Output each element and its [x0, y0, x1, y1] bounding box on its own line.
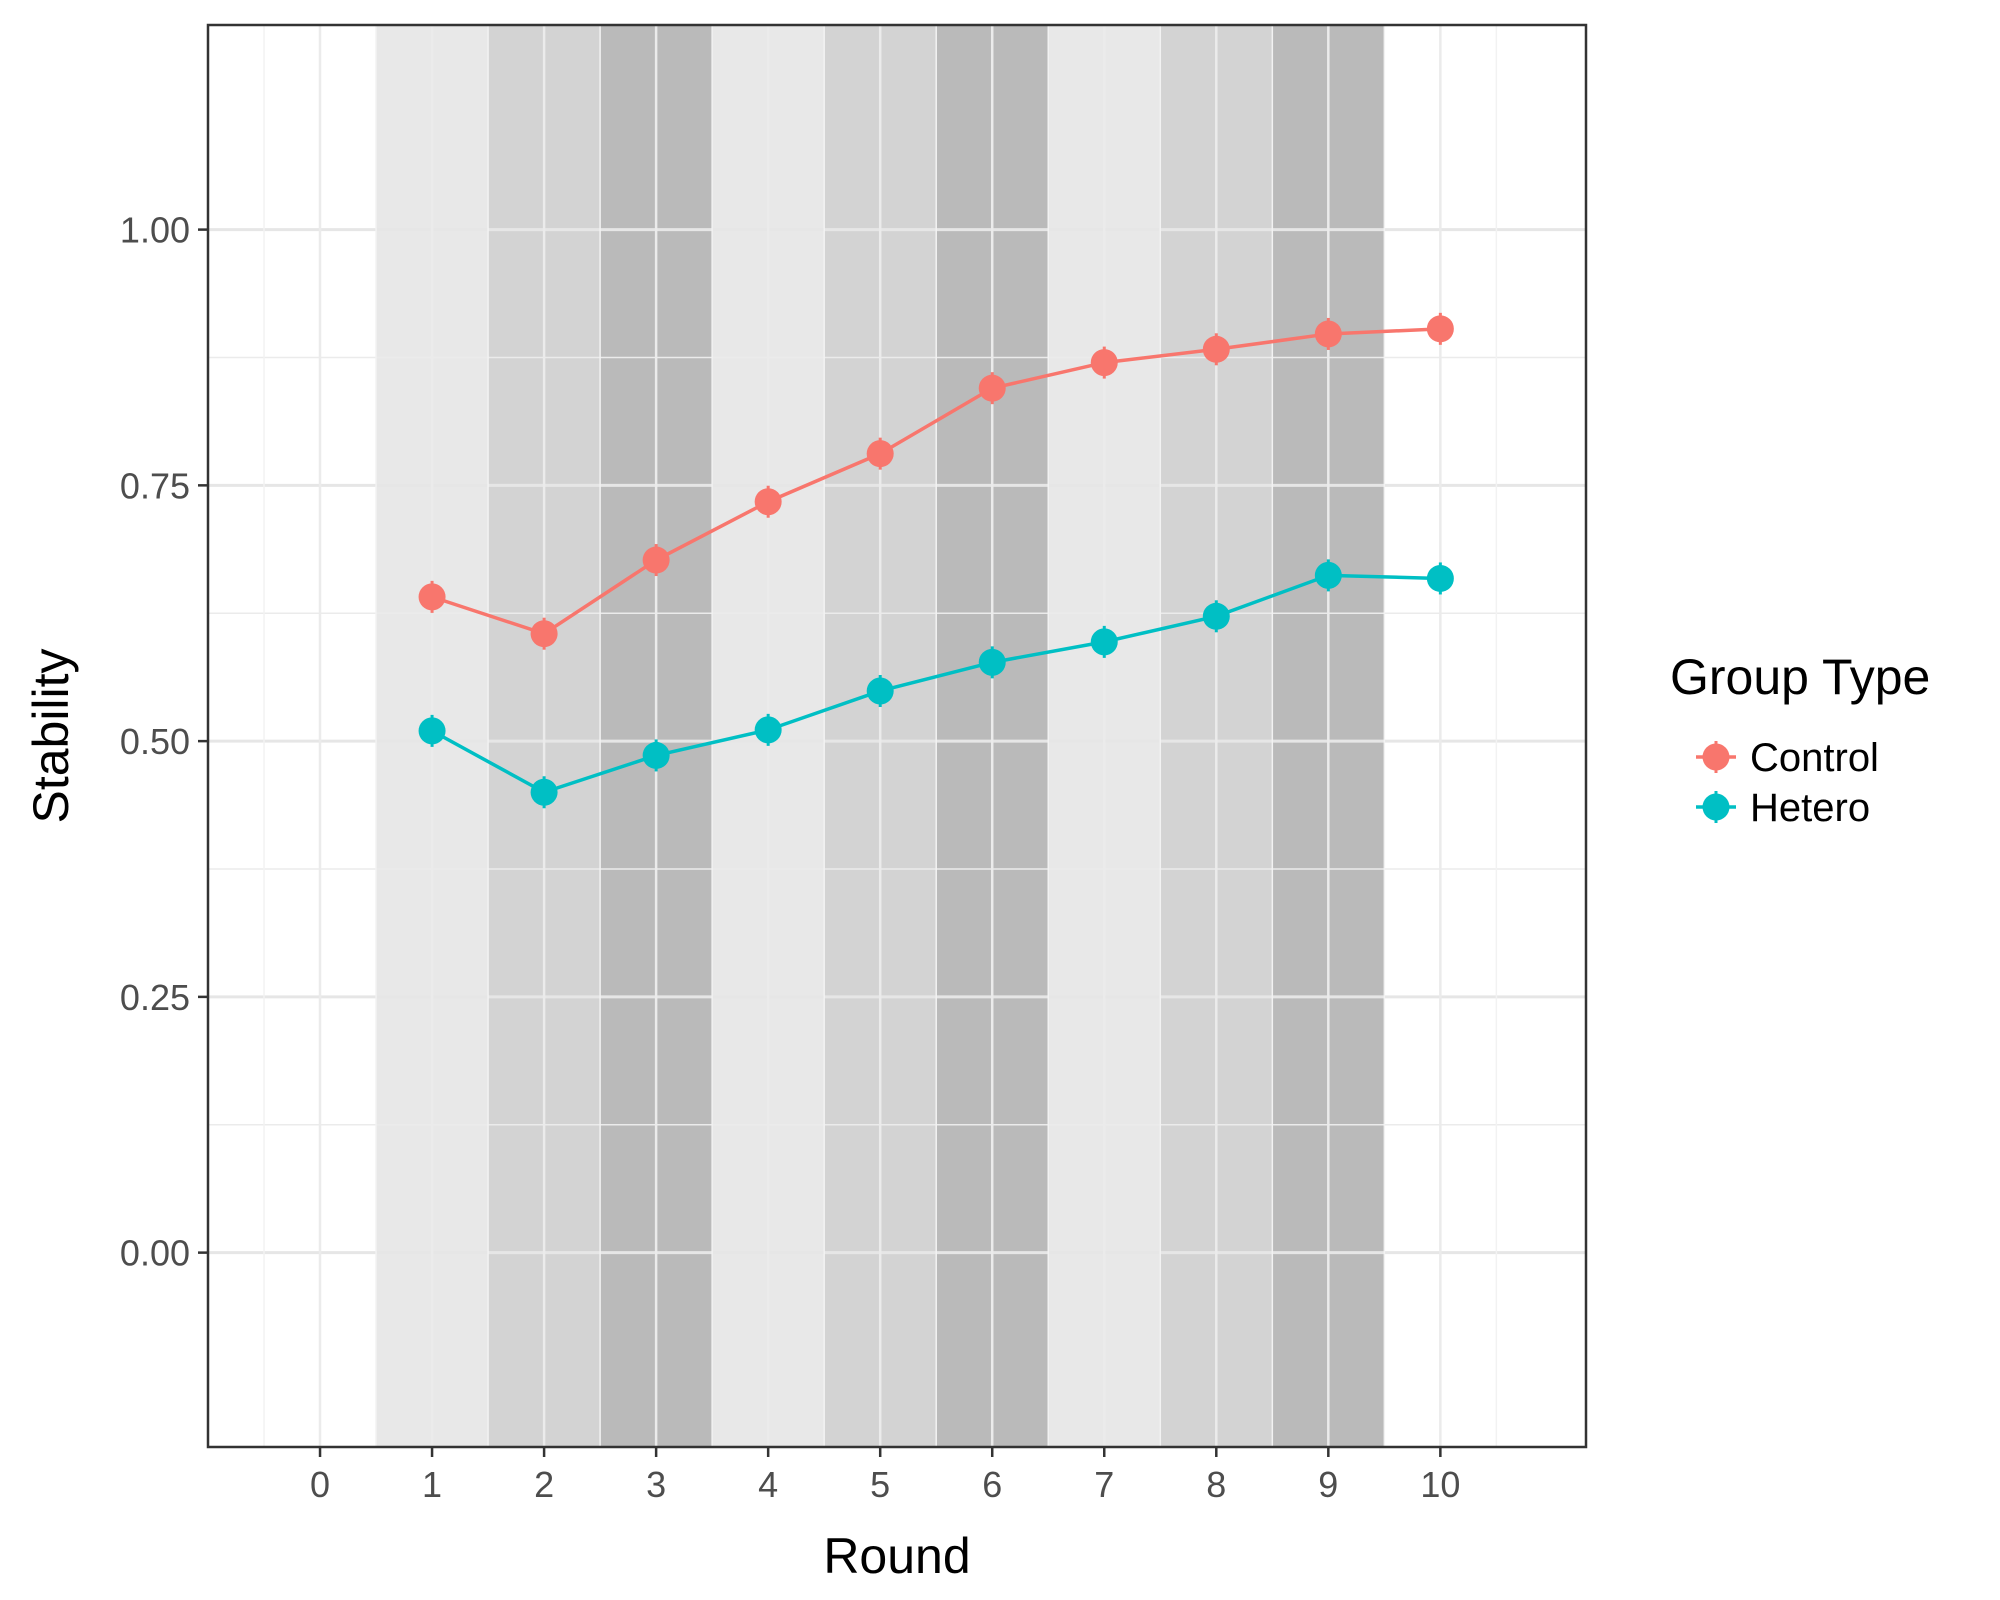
- legend-items: Control Hetero: [1696, 736, 1879, 830]
- legend-key-point: [1702, 793, 1730, 821]
- x-tick-label: 1: [422, 1464, 442, 1505]
- data-point: [866, 440, 894, 468]
- series-line: [431, 573, 1441, 795]
- data-point: [642, 546, 670, 574]
- x-tick-label: 8: [1206, 1464, 1226, 1505]
- x-tick-label: 6: [982, 1464, 1002, 1505]
- y-tick-label: 1.00: [120, 210, 190, 251]
- x-tick-label: 3: [646, 1464, 666, 1505]
- x-tick-label: 0: [310, 1464, 330, 1505]
- series-line: [431, 327, 1441, 636]
- legend-key-point: [1702, 743, 1730, 771]
- data-point: [418, 583, 446, 611]
- data-point: [978, 374, 1006, 402]
- y-tick-label: 0.75: [120, 465, 190, 506]
- x-tick-label: 5: [870, 1464, 890, 1505]
- data-point: [418, 717, 446, 745]
- x-tick-label: 4: [758, 1464, 778, 1505]
- data-point: [642, 741, 670, 769]
- series-control: [418, 312, 1454, 650]
- data-point: [1314, 561, 1342, 589]
- y-tick-label: 0.00: [120, 1233, 190, 1274]
- x-tick-label: 2: [534, 1464, 554, 1505]
- data-point: [866, 677, 894, 705]
- series-hetero: [418, 559, 1454, 809]
- data-point: [1314, 320, 1342, 348]
- data-point: [1090, 349, 1118, 377]
- x-tick-label: 9: [1318, 1464, 1338, 1505]
- legend-label: Control: [1750, 736, 1879, 780]
- y-tick-label: 0.50: [120, 721, 190, 762]
- data-point: [530, 778, 558, 806]
- legend: Group Type Control Hetero: [1670, 649, 1930, 830]
- data-point: [1090, 628, 1118, 656]
- grid-lines: [208, 25, 1586, 1447]
- legend-title: Group Type: [1670, 649, 1930, 705]
- data-point: [754, 716, 782, 744]
- legend-item-control: Control: [1696, 736, 1879, 780]
- x-tick-label: 10: [1420, 1464, 1460, 1505]
- series-layer: [418, 312, 1454, 809]
- y-tick-label: 0.25: [120, 977, 190, 1018]
- data-point: [1202, 335, 1230, 363]
- data-point: [530, 620, 558, 648]
- data-point: [1426, 315, 1454, 343]
- y-axis-title: Stability: [23, 648, 79, 823]
- x-tick-label: 7: [1094, 1464, 1114, 1505]
- legend-item-hetero: Hetero: [1696, 786, 1870, 830]
- legend-label: Hetero: [1750, 786, 1870, 830]
- axes: 0.00 0.25 0.50 0.75 1.00 0 1 2 3 4 5 6 7 8 9 10: [120, 210, 1460, 1505]
- plot-border: [206, 23, 1588, 1449]
- data-point: [978, 648, 1006, 676]
- data-point: [1426, 564, 1454, 592]
- x-axis-title: Round: [823, 1528, 970, 1584]
- data-point: [754, 488, 782, 516]
- data-point: [1202, 602, 1230, 630]
